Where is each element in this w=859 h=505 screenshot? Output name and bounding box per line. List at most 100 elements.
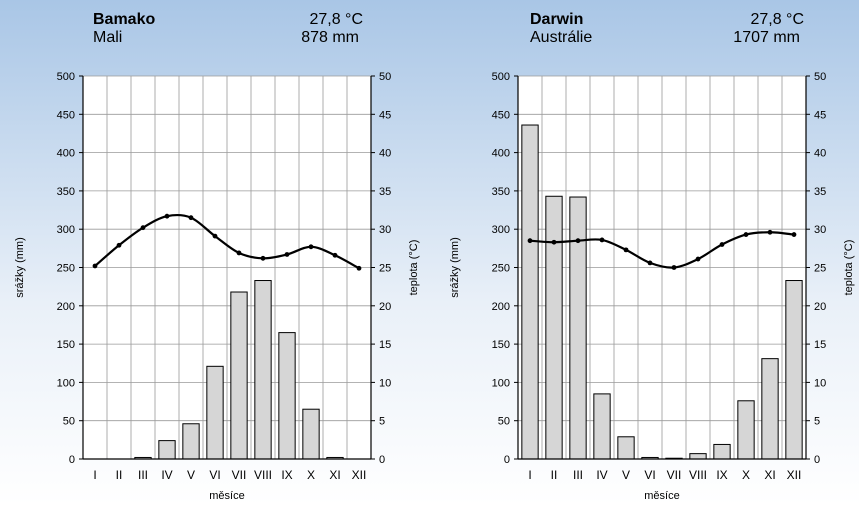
y-tick-label: 400 [57, 148, 75, 160]
temperature-point [164, 213, 170, 219]
y2-tick-label: 20 [814, 301, 826, 313]
y2-tick-label: 45 [814, 109, 826, 121]
y-tick-label: 100 [57, 377, 75, 389]
y-tick-label: 150 [57, 339, 75, 351]
y-tick-label: 100 [492, 377, 510, 389]
x-tick-label: XI [329, 468, 340, 482]
y-axis-title: srážky (mm) [449, 237, 461, 298]
y2-tick-label: 30 [814, 224, 826, 236]
x-tick-label: VI [644, 468, 655, 482]
y-axis-title: srážky (mm) [14, 237, 26, 298]
x-tick-label: V [622, 468, 630, 482]
precipitation-bar [617, 436, 635, 460]
station-country: Mali [93, 29, 123, 46]
y-tick-label: 350 [57, 186, 75, 198]
x-tick-label: VI [209, 468, 220, 482]
x-tick-label: VII [232, 468, 247, 482]
x-tick-label: III [138, 468, 148, 482]
y2-axis-title: teplota (°C) [843, 240, 855, 296]
y-tick-label: 250 [492, 263, 510, 275]
x-tick-label: I [93, 468, 96, 482]
y2-tick-label: 30 [379, 224, 391, 236]
y-tick-label: 300 [57, 224, 75, 236]
annual-precipitation: 878 mm [301, 29, 359, 46]
x-tick-label: IV [596, 468, 607, 482]
precipitation-bar [593, 393, 611, 460]
y2-tick-label: 0 [379, 454, 385, 466]
temperature-point [140, 225, 146, 231]
precipitation-bar [689, 453, 707, 460]
x-tick-label: II [116, 468, 123, 482]
y2-tick-label: 25 [379, 263, 391, 275]
y2-tick-label: 40 [379, 148, 391, 160]
temperature-point [695, 256, 701, 262]
temperature-point [356, 265, 362, 271]
y-tick-label: 50 [63, 416, 75, 428]
y2-tick-label: 5 [814, 416, 820, 428]
y-tick-label: 50 [498, 416, 510, 428]
temperature-point [212, 233, 218, 239]
temperature-point [92, 263, 98, 269]
y2-tick-label: 40 [814, 148, 826, 160]
y-tick-label: 450 [492, 109, 510, 121]
precipitation-bar [158, 440, 176, 460]
precipitation-bar [521, 124, 539, 460]
temperature-point [236, 250, 242, 256]
temperature-point [308, 244, 314, 250]
y2-tick-label: 0 [814, 454, 820, 466]
temperature-point [551, 239, 557, 245]
temperature-point [743, 232, 749, 237]
climate-chart-svg: 0 50 100 150 200 250 300 350 400 450 500 0 5 10 15 20 25… [14, 71, 420, 502]
station-name: Darwin [530, 11, 584, 28]
temperature-point [671, 265, 677, 270]
y2-tick-label: 45 [379, 109, 391, 121]
station-name: Bamako [93, 11, 156, 28]
y2-tick-label: 10 [814, 377, 826, 389]
x-tick-label: VIII [254, 468, 272, 482]
precipitation-bar [785, 280, 803, 460]
annual-temperature: 27,8 °C [750, 11, 804, 28]
y2-tick-label: 35 [814, 186, 826, 198]
annual-precipitation: 1707 mm [733, 29, 800, 46]
x-tick-label: XII [787, 468, 802, 482]
x-tick-label: II [551, 468, 558, 482]
y-tick-label: 250 [57, 263, 75, 275]
precipitation-bar [737, 400, 755, 460]
temperature-point [260, 255, 266, 261]
x-tick-label: VII [667, 468, 682, 482]
temperature-point [116, 242, 122, 248]
y-tick-label: 500 [57, 71, 75, 83]
precipitation-bar [230, 291, 248, 460]
y-tick-label: 350 [492, 186, 510, 198]
x-tick-label: V [187, 468, 195, 482]
x-tick-label: XII [352, 468, 367, 482]
precipitation-bar [278, 332, 296, 460]
y2-tick-label: 50 [379, 71, 391, 83]
y2-tick-label: 15 [379, 339, 391, 351]
x-tick-label: III [573, 468, 583, 482]
y2-tick-label: 10 [379, 377, 391, 389]
x-tick-label: I [528, 468, 531, 482]
y-tick-label: 150 [492, 339, 510, 351]
climate-chart-darwin: Darwin Austrálie 27,8 °C 1707 mm 0 50 100 1… [430, 0, 859, 505]
x-axis-title: měsíce [209, 490, 244, 502]
precipitation-bar [569, 196, 587, 460]
precipitation-bar [302, 408, 320, 460]
y-tick-label: 500 [492, 71, 510, 83]
y2-tick-label: 20 [379, 301, 391, 313]
station-country: Austrálie [530, 29, 593, 46]
x-tick-label: X [307, 468, 315, 482]
y2-axis-title: teplota (°C) [408, 240, 420, 296]
precipitation-bar [713, 443, 731, 460]
y2-tick-label: 35 [379, 186, 391, 198]
precipitation-bar [761, 358, 779, 460]
precipitation-bar [206, 365, 224, 460]
y2-tick-label: 25 [814, 263, 826, 275]
x-tick-label: XI [764, 468, 775, 482]
precipitation-bar [254, 280, 272, 460]
temperature-point [791, 232, 797, 237]
temperature-point [575, 238, 581, 244]
y-tick-label: 450 [57, 109, 75, 121]
precipitation-bar [545, 195, 563, 460]
y-tick-label: 0 [504, 454, 510, 466]
